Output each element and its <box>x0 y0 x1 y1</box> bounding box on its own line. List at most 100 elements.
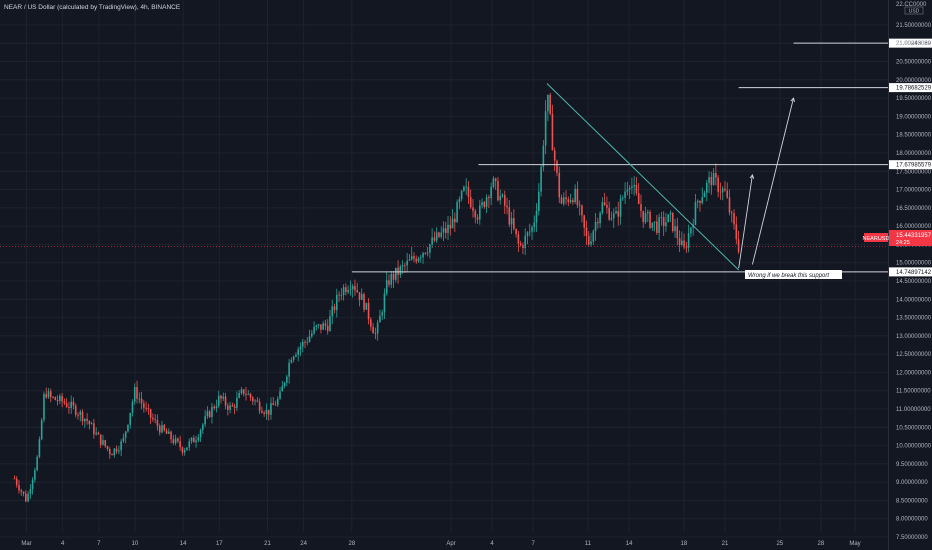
candle-body[interactable] <box>535 211 538 223</box>
candle-body[interactable] <box>217 395 220 406</box>
candle-body[interactable] <box>712 173 715 186</box>
candle-body[interactable] <box>15 478 18 485</box>
candle-body[interactable] <box>417 258 420 262</box>
candle-body[interactable] <box>622 197 624 199</box>
candle-body[interactable] <box>281 385 284 392</box>
candle-body[interactable] <box>649 211 651 228</box>
candle-body[interactable] <box>79 411 82 416</box>
projection-arrow-2[interactable] <box>751 97 794 265</box>
candle-body[interactable] <box>576 188 579 206</box>
candle-body[interactable] <box>510 218 513 225</box>
candle-body[interactable] <box>170 431 172 440</box>
candle-body[interactable] <box>138 398 141 400</box>
candle-body[interactable] <box>95 432 97 435</box>
candle-body[interactable] <box>206 411 209 417</box>
candle-body[interactable] <box>665 222 667 227</box>
candle-body[interactable] <box>118 450 120 452</box>
candle-body[interactable] <box>517 234 520 244</box>
candle-body[interactable] <box>474 210 477 218</box>
candle-body[interactable] <box>619 198 622 217</box>
candle-body[interactable] <box>465 186 467 188</box>
candle-body[interactable] <box>715 173 717 178</box>
candle-body[interactable] <box>65 403 68 407</box>
candle-body[interactable] <box>93 423 95 435</box>
candle-body[interactable] <box>111 454 113 456</box>
candle-body[interactable] <box>578 205 581 207</box>
candle-body[interactable] <box>47 391 50 398</box>
candle-body[interactable] <box>651 222 654 228</box>
candle-body[interactable] <box>524 235 526 248</box>
candle-body[interactable] <box>492 178 495 187</box>
candle-body[interactable] <box>276 398 279 406</box>
candle-body[interactable] <box>68 406 70 408</box>
candle-body[interactable] <box>556 160 558 173</box>
candle-body[interactable] <box>640 204 642 211</box>
candle-body[interactable] <box>295 354 297 357</box>
candle-body[interactable] <box>220 395 222 399</box>
candle-body[interactable] <box>313 326 315 334</box>
candle-body[interactable] <box>617 211 620 217</box>
candle-body[interactable] <box>40 420 43 440</box>
candle-body[interactable] <box>526 232 529 236</box>
candle-body[interactable] <box>449 224 452 229</box>
candle-body[interactable] <box>656 221 658 233</box>
candle-body[interactable] <box>587 236 590 245</box>
candle-body[interactable] <box>49 391 52 397</box>
candle-body[interactable] <box>363 294 365 310</box>
candle-body[interactable] <box>431 237 433 245</box>
candle-body[interactable] <box>247 393 250 395</box>
candle-body[interactable] <box>18 484 20 491</box>
candle-body[interactable] <box>190 437 193 442</box>
candle-body[interactable] <box>674 226 676 232</box>
candle-body[interactable] <box>395 267 397 280</box>
candle-body[interactable] <box>424 252 427 254</box>
candle-body[interactable] <box>612 213 615 219</box>
candle-body[interactable] <box>140 398 143 404</box>
candle-body[interactable] <box>45 394 48 398</box>
currency-badge[interactable] <box>904 6 924 15</box>
candle-body[interactable] <box>306 341 309 343</box>
candle-body[interactable] <box>356 290 359 293</box>
candle-body[interactable] <box>181 447 184 453</box>
candle-body[interactable] <box>542 145 545 167</box>
candle-body[interactable] <box>154 419 156 421</box>
candle-body[interactable] <box>267 409 270 415</box>
candle-body[interactable] <box>283 382 286 386</box>
candle-body[interactable] <box>172 439 175 443</box>
candle-body[interactable] <box>120 441 122 451</box>
candle-body[interactable] <box>13 478 16 480</box>
candle-body[interactable] <box>143 403 145 408</box>
candle-body[interactable] <box>258 401 261 411</box>
candle-body[interactable] <box>515 228 517 235</box>
candle-body[interactable] <box>165 430 168 434</box>
candle-body[interactable] <box>592 231 595 242</box>
candle-body[interactable] <box>297 349 299 355</box>
candle-body[interactable] <box>460 190 463 200</box>
candle-body[interactable] <box>347 290 349 293</box>
candle-body[interactable] <box>429 244 431 253</box>
candle-body[interactable] <box>131 401 134 413</box>
candle-body[interactable] <box>406 260 408 266</box>
candle-body[interactable] <box>340 295 343 296</box>
candle-body[interactable] <box>263 412 265 414</box>
candle-body[interactable] <box>61 395 63 402</box>
candle-body[interactable] <box>608 207 610 220</box>
candle-body[interactable] <box>365 302 368 310</box>
candle-body[interactable] <box>338 294 340 296</box>
candle-body[interactable] <box>397 267 399 275</box>
candle-body[interactable] <box>168 431 170 434</box>
candle-body[interactable] <box>351 286 354 290</box>
candle-body[interactable] <box>52 396 54 398</box>
candle-body[interactable] <box>129 412 132 425</box>
candle-body[interactable] <box>70 401 72 408</box>
candle-body[interactable] <box>615 211 617 214</box>
candle-body[interactable] <box>572 200 574 203</box>
candle-body[interactable] <box>506 205 508 208</box>
candle-body[interactable] <box>358 292 361 300</box>
candle-body[interactable] <box>730 212 733 214</box>
candle-body[interactable] <box>333 306 336 310</box>
candle-body[interactable] <box>286 376 288 383</box>
candle-body[interactable] <box>231 405 234 407</box>
candle-body[interactable] <box>601 202 604 213</box>
